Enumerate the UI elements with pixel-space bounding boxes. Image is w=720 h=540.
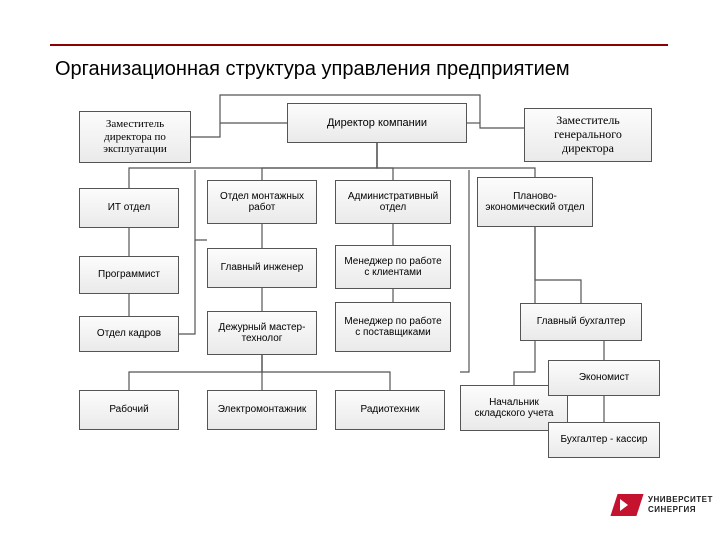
node-radio: Радиотехник (335, 390, 445, 430)
node-it-label: ИТ отдел (108, 202, 151, 214)
node-director-label: Директор компании (327, 117, 427, 130)
node-econ-label: Экономист (579, 372, 629, 384)
node-worker: Рабочий (79, 390, 179, 430)
node-hr: Отдел кадров (79, 316, 179, 352)
node-plan-label: Планово-экономический отдел (484, 191, 586, 214)
logo-line2: СИНЕРГИЯ (648, 506, 696, 514)
node-cashier: Бухгалтер - кассир (548, 422, 660, 458)
node-elect-label: Электромонтажник (218, 404, 307, 416)
node-duty: Дежурный мастер-технолог (207, 311, 317, 355)
node-plan: Планово-экономический отдел (477, 177, 593, 227)
synergy-logo: УНИВЕРСИТЕТ СИНЕРГИЯ (614, 494, 714, 516)
node-elect: Электромонтажник (207, 390, 317, 430)
node-mont-label: Отдел монтажных работ (214, 191, 310, 214)
node-wh-label: Начальник складского учета (467, 397, 561, 420)
node-mont: Отдел монтажных работ (207, 180, 317, 224)
node-eng: Главный инженер (207, 248, 317, 288)
node-worker-label: Рабочий (109, 404, 148, 416)
node-mgr_cli: Менеджер по работе с клиентами (335, 245, 451, 289)
node-acc_ch-label: Главный бухгалтер (537, 316, 626, 328)
node-acc_ch: Главный бухгалтер (520, 303, 642, 341)
node-dep_gen-label: Заместитель генерального директора (531, 114, 645, 155)
node-cashier-label: Бухгалтер - кассир (561, 434, 648, 446)
node-dep_exp: Заместитель директора по эксплуатации (79, 111, 191, 163)
node-dep_exp-label: Заместитель директора по эксплуатации (86, 118, 184, 156)
page-title: Организационная структура управления пре… (55, 58, 570, 81)
node-admin-label: Административный отдел (342, 191, 444, 214)
node-radio-label: Радиотехник (361, 404, 420, 416)
logo-line1: УНИВЕРСИТЕТ (648, 496, 713, 504)
header-rule (50, 44, 668, 46)
node-econ: Экономист (548, 360, 660, 396)
node-it: ИТ отдел (79, 188, 179, 228)
node-prog: Программист (79, 256, 179, 294)
node-mgr_cli-label: Менеджер по работе с клиентами (342, 256, 444, 279)
logo-chevron-icon (620, 499, 628, 511)
node-mgr_sup-label: Менеджер по работе с поставщиками (342, 316, 444, 339)
node-admin: Административный отдел (335, 180, 451, 224)
node-dep_gen: Заместитель генерального директора (524, 108, 652, 162)
page-title-text: Организационная структура управления пре… (55, 58, 570, 80)
node-mgr_sup: Менеджер по работе с поставщиками (335, 302, 451, 352)
node-eng-label: Главный инженер (221, 262, 304, 274)
node-hr-label: Отдел кадров (97, 328, 161, 340)
node-prog-label: Программист (98, 269, 160, 281)
node-director: Директор компании (287, 103, 467, 143)
node-duty-label: Дежурный мастер-технолог (214, 322, 310, 345)
